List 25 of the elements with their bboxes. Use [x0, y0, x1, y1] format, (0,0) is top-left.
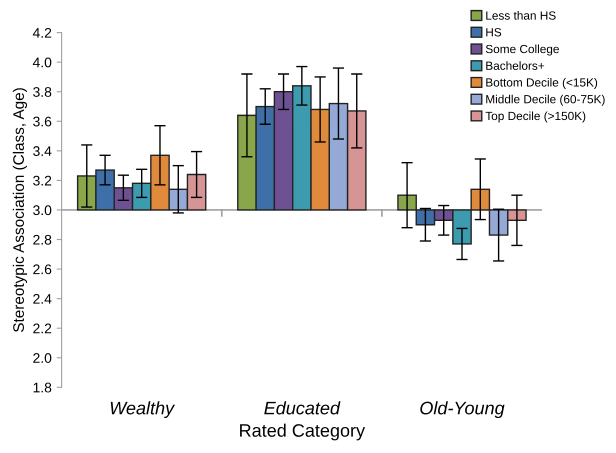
y-tick-label: 3.2 — [33, 176, 52, 186]
y-tick-label: 4.0 — [32, 58, 52, 68]
y-tick-label: 2.4 — [33, 294, 52, 304]
x-tick-label: Educated — [264, 401, 340, 414]
y-tick-label: 2.0 — [33, 353, 52, 363]
y-tick-label: 1.8 — [34, 382, 52, 392]
y-tick-label: 2.2 — [33, 324, 52, 334]
x-axis-title: Rated Category — [240, 424, 366, 440]
y-axis-title: Stereotypic Association (Class, Age) — [12, 88, 28, 332]
y-tick-label: 2.8 — [33, 234, 52, 245]
legend-label: Less than HS — [486, 11, 556, 20]
legend-label: Top Decile (>150K) — [486, 111, 586, 122]
legend-label: Some College — [486, 44, 559, 56]
legend-label: Bachelors+ — [486, 61, 544, 70]
x-tick-label: Wealthy — [110, 401, 176, 418]
x-tick-label: Old-Young — [420, 401, 505, 418]
legend-label: HS — [486, 28, 502, 36]
y-tick-label: 2.6 — [33, 264, 52, 274]
y-tick-label: 3.0 — [33, 205, 52, 216]
legend-label: Bottom Decile (<15K) — [486, 78, 598, 89]
y-tick-label: 3.6 — [33, 116, 52, 126]
y-tick-label: 4.2 — [32, 28, 52, 38]
y-tick-label: 3.4 — [33, 146, 52, 156]
y-tick-label: 3.8 — [33, 87, 52, 97]
legend-label: Middle Decile (60-75K) — [486, 94, 605, 106]
